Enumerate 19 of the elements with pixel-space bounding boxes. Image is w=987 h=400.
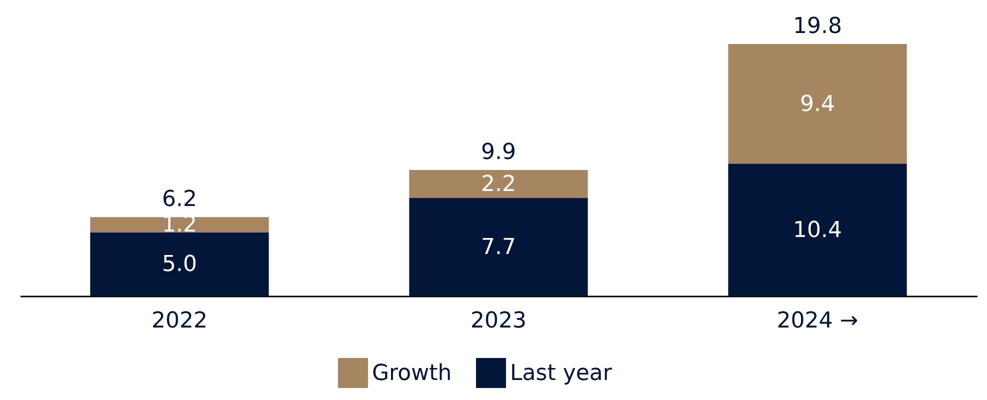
legend-label: Growth <box>372 361 452 386</box>
data-label: 5.0 <box>162 252 197 278</box>
total-label: 9.9 <box>481 140 516 166</box>
x-tick-label: 2022 <box>152 308 208 334</box>
bar <box>409 170 588 198</box>
data-label: 9.4 <box>800 92 835 117</box>
data-label: 2.2 <box>481 172 516 198</box>
data-label: 7.7 <box>481 235 516 260</box>
bar <box>90 232 269 296</box>
bar <box>90 217 269 232</box>
x-tick-label: 2024 → <box>776 308 858 334</box>
x-tick-label: 2023 <box>470 308 526 334</box>
total-label: 19.8 <box>793 14 842 40</box>
bar <box>728 44 907 164</box>
bar <box>409 198 588 296</box>
total-label: 6.2 <box>162 187 197 212</box>
data-label: 10.4 <box>793 218 842 243</box>
legend-label: Last year <box>510 361 613 386</box>
bar <box>728 164 907 296</box>
